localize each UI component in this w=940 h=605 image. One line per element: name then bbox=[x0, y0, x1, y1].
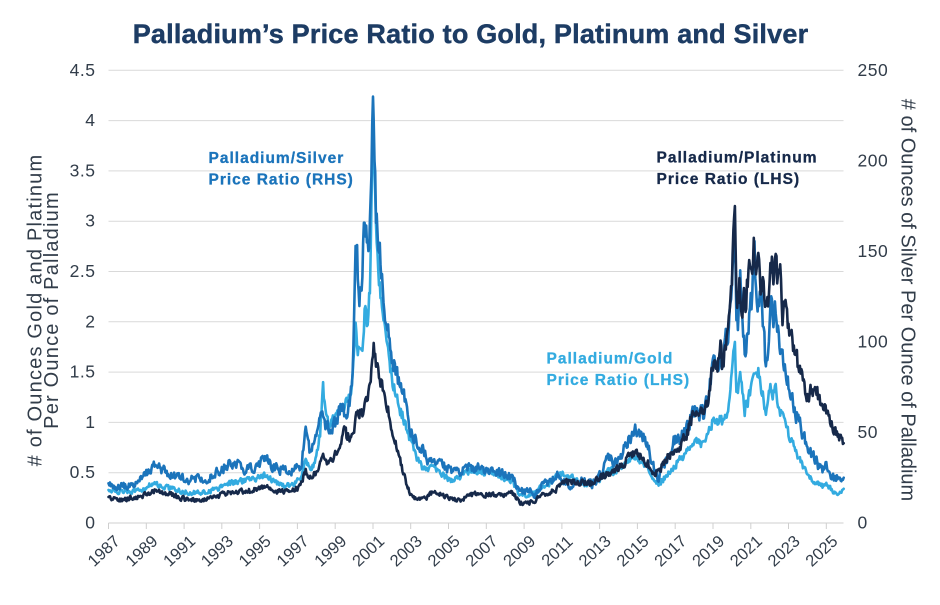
svg-text:# of Ounces Gold and Platinum: # of Ounces Gold and Platinum bbox=[25, 154, 47, 467]
svg-text:50: 50 bbox=[858, 422, 878, 442]
svg-text:4: 4 bbox=[85, 110, 95, 130]
svg-text:0.5: 0.5 bbox=[70, 462, 96, 482]
svg-text:Palladium/Gold: Palladium/Gold bbox=[547, 351, 674, 368]
svg-text:1.5: 1.5 bbox=[70, 362, 96, 382]
svg-text:Palladium/Silver: Palladium/Silver bbox=[209, 150, 345, 167]
svg-text:Price Ratio (LHS): Price Ratio (LHS) bbox=[657, 171, 801, 188]
svg-text:4.5: 4.5 bbox=[70, 60, 96, 80]
svg-text:Price Ratio (LHS): Price Ratio (LHS) bbox=[547, 372, 691, 389]
svg-text:Per Ounce of Palladium: Per Ounce of Palladium bbox=[41, 191, 63, 429]
svg-text:3.5: 3.5 bbox=[70, 160, 96, 180]
svg-text:Palladium’s Price Ratio to Gol: Palladium’s Price Ratio to Gold, Platinu… bbox=[133, 19, 809, 49]
svg-text:150: 150 bbox=[858, 241, 889, 261]
svg-text:0: 0 bbox=[858, 513, 868, 533]
svg-text:# of Ounces of Silver Per Ounc: # of Ounces of Silver Per Ounce of Palla… bbox=[897, 99, 919, 501]
svg-text:3: 3 bbox=[85, 211, 95, 231]
svg-text:2.5: 2.5 bbox=[70, 261, 96, 281]
svg-text:2: 2 bbox=[85, 311, 95, 331]
svg-text:250: 250 bbox=[858, 60, 889, 80]
svg-text:100: 100 bbox=[858, 331, 889, 351]
svg-text:1: 1 bbox=[85, 412, 95, 432]
svg-text:Palladium/Platinum: Palladium/Platinum bbox=[657, 150, 818, 167]
svg-text:Price Ratio (RHS): Price Ratio (RHS) bbox=[209, 172, 354, 189]
svg-text:200: 200 bbox=[858, 150, 889, 170]
svg-text:0: 0 bbox=[85, 513, 95, 533]
